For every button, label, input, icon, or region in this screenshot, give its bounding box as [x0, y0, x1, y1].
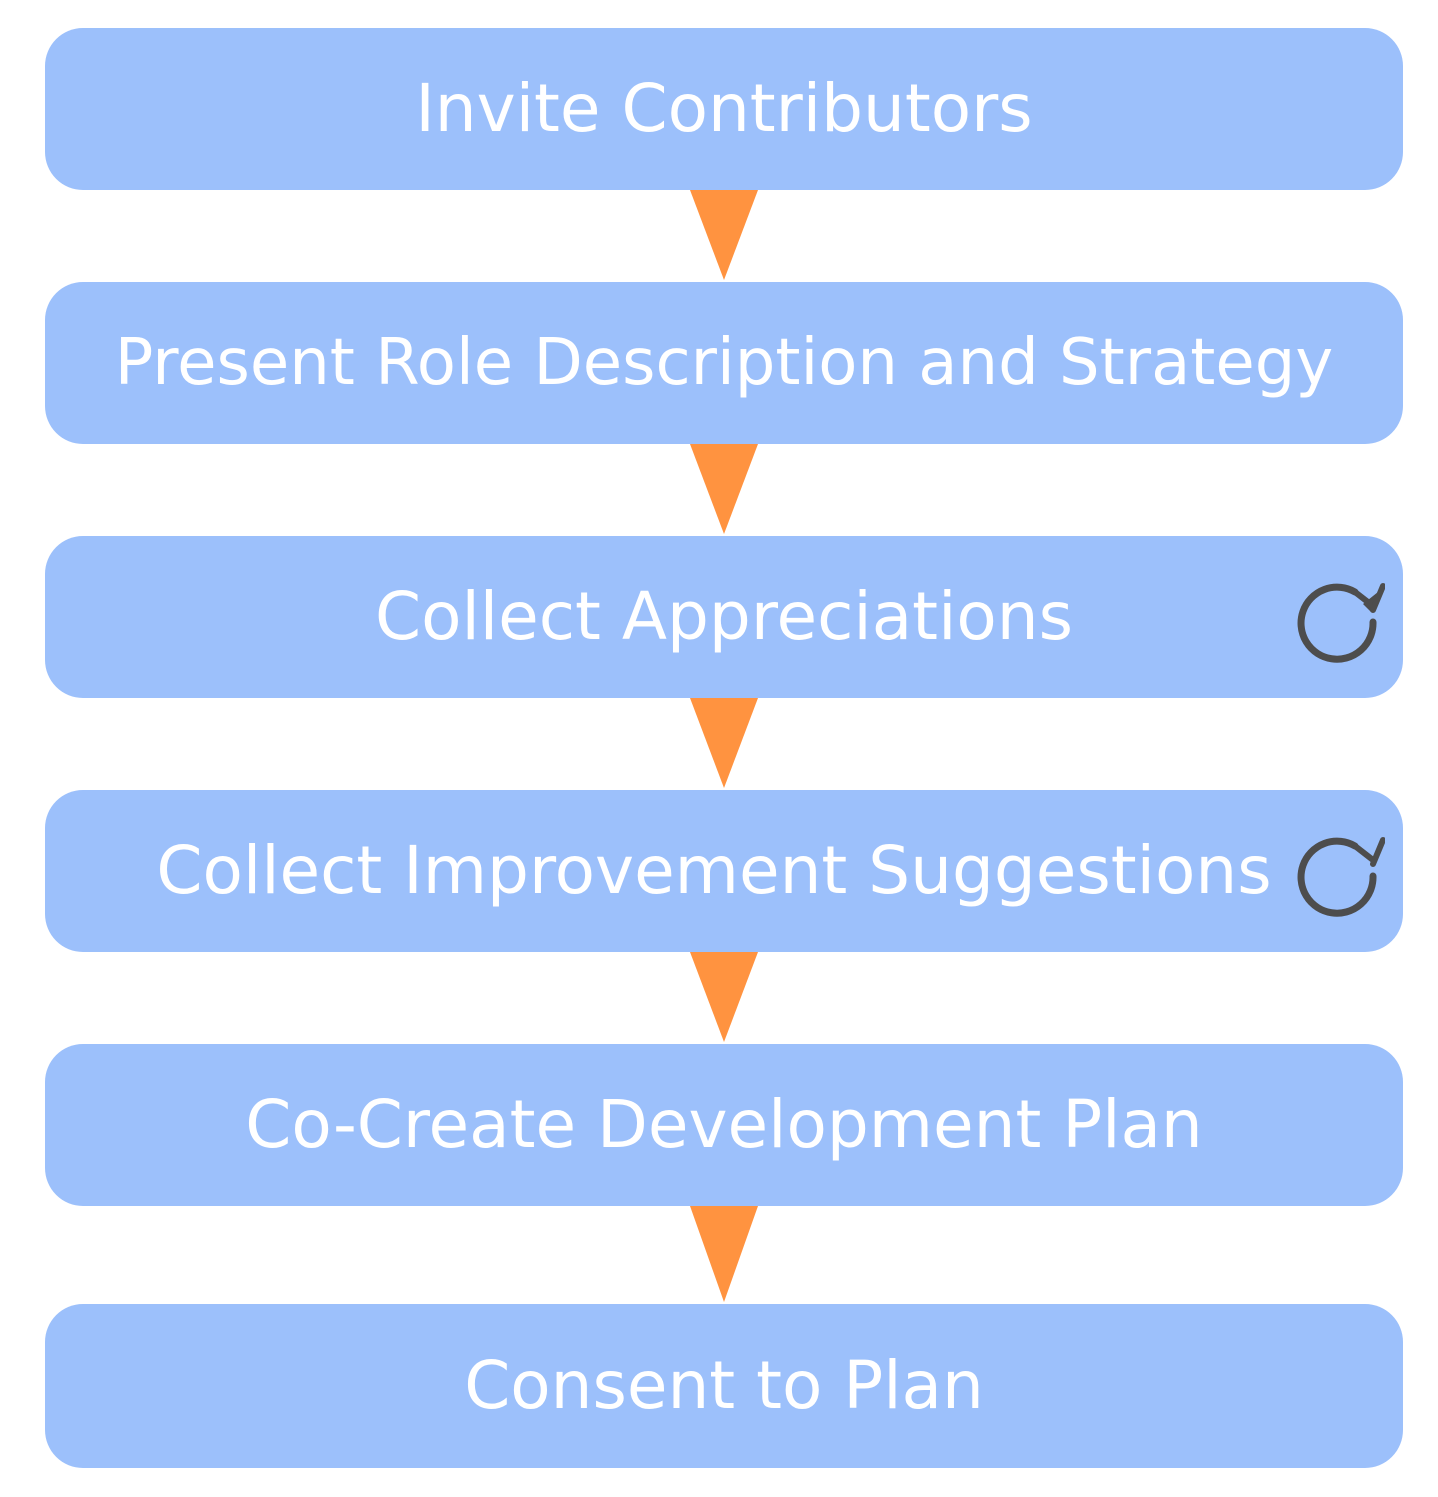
- repeat-icon: [1297, 583, 1385, 663]
- step-label: Consent to Plan: [464, 1347, 984, 1424]
- step-collect-improvement-suggestions: Collect Improvement Suggestions: [45, 790, 1403, 952]
- down-arrow-icon: [690, 952, 758, 1042]
- step-co-create-development-plan: Co-Create Development Plan: [45, 1044, 1403, 1206]
- step-label: Invite Contributors: [415, 70, 1033, 147]
- down-arrow-icon: [690, 1206, 758, 1302]
- down-arrow-icon: [690, 444, 758, 534]
- step-present-role-description: Present Role Description and Strategy: [45, 282, 1403, 444]
- step-invite-contributors: Invite Contributors: [45, 28, 1403, 190]
- step-collect-appreciations: Collect Appreciations: [45, 536, 1403, 698]
- repeat-icon: [1297, 837, 1385, 917]
- down-arrow-icon: [690, 190, 758, 280]
- step-label: Co-Create Development Plan: [245, 1086, 1203, 1163]
- down-arrow-icon: [690, 698, 758, 788]
- step-label: Collect Appreciations: [375, 578, 1073, 655]
- step-label: Collect Improvement Suggestions: [156, 832, 1272, 909]
- step-label: Present Role Description and Strategy: [114, 326, 1334, 400]
- step-consent-to-plan: Consent to Plan: [45, 1304, 1403, 1468]
